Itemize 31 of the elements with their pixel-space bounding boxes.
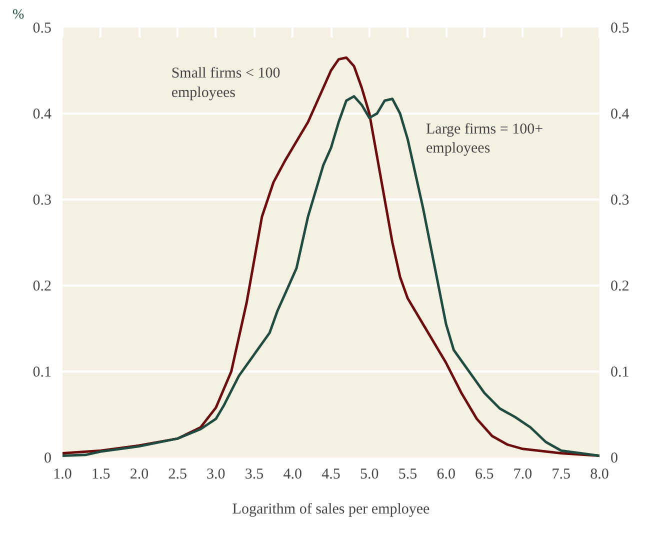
y2-tick-label: 0.3: [610, 192, 630, 208]
x-axis-title: Logarithm of sales per employee: [232, 502, 430, 518]
x-tick-label: 1.5: [91, 466, 110, 482]
x-tick-label: 5.5: [398, 466, 418, 482]
y-tick-label: 0: [44, 450, 52, 466]
y-tick-label: 0.3: [32, 192, 52, 208]
x-tick-label: 3.0: [206, 466, 226, 482]
x-tick-label: 7.0: [513, 466, 532, 482]
y2-tick-label: 0: [610, 450, 618, 466]
y2-tick-label: 0.5: [610, 20, 630, 36]
x-tick-label: 2.5: [168, 466, 187, 482]
x-tick-label: 3.5: [244, 466, 264, 482]
y-tick-label: 0.2: [32, 278, 52, 294]
y2-tick-label: 0.1: [610, 364, 630, 380]
y-tick-label: 0.1: [32, 364, 52, 380]
x-tick-label: 8.0: [590, 466, 609, 482]
x-tick-label: 7.5: [552, 466, 571, 482]
x-tick-label: 1.0: [53, 466, 72, 482]
series-label: Large firms = 100+ employees: [426, 121, 544, 156]
y2-tick-label: 0.2: [610, 278, 630, 294]
x-tick-label: 5.0: [360, 466, 379, 482]
x-tick-label: 4.0: [283, 466, 302, 482]
y-axis-title: %: [12, 8, 24, 22]
y2-tick-label: 0.4: [610, 106, 630, 122]
y-tick-label: 0.5: [32, 20, 52, 36]
y-tick-label: 0.4: [32, 106, 52, 122]
x-tick-label: 2.0: [130, 466, 149, 482]
x-tick-label: 6.0: [436, 466, 456, 482]
text: Small firms < 100 employees: [171, 66, 280, 101]
x-tick-label: 4.5: [322, 466, 340, 482]
x-tick-label: 6.5: [475, 466, 494, 482]
